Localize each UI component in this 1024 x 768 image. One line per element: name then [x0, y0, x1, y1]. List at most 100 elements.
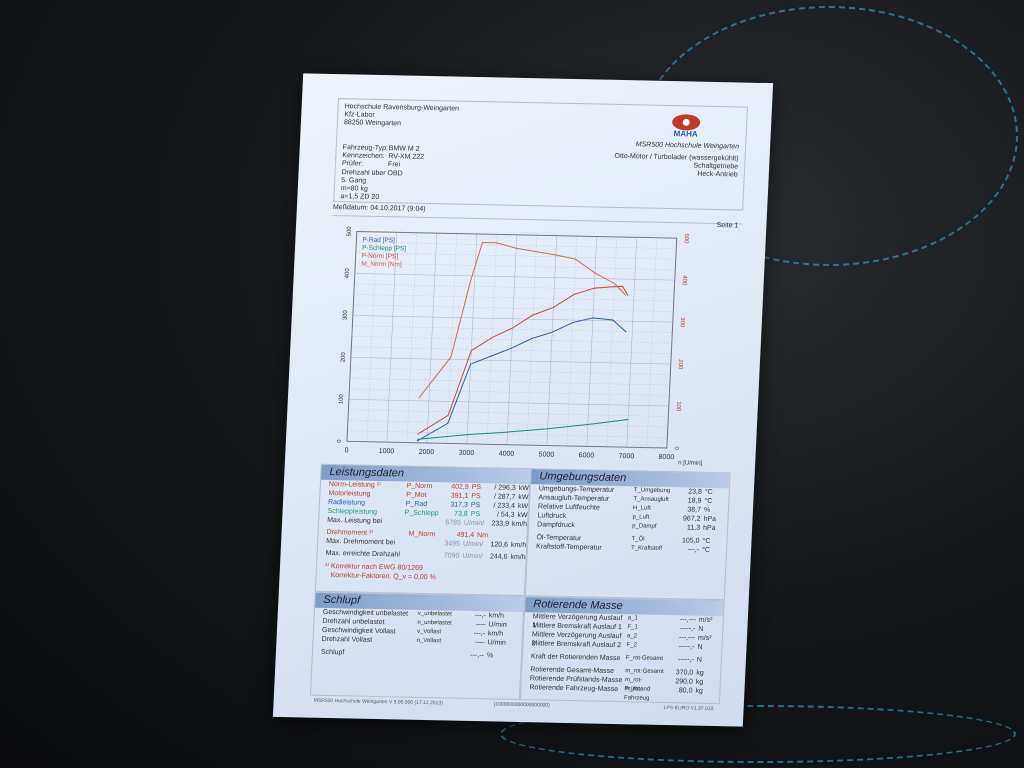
institution-address: Hochschule Ravensburg-Weingarten Kfz-Lab… — [344, 103, 459, 129]
row-unit: PS — [470, 501, 481, 510]
row-unit: kg — [696, 669, 704, 677]
row-label: Kraft der Rotierenden Masse — [530, 653, 621, 663]
legend-entry: M_Norm [Nm] — [361, 261, 402, 269]
row-value: 11,3 — [686, 524, 701, 532]
row-symbol — [400, 538, 432, 548]
measurement-date: Meßdatum: 04.10.2017 (9:04) — [332, 203, 426, 213]
row-label: Max. erreichte Drehzahl — [325, 549, 401, 559]
x-tick-label: 5000 — [538, 451, 554, 458]
row-label: Schlupf — [320, 648, 345, 657]
umgebungsdaten-section: Umgebungsdaten Umgebungs-Temperatur T_Umg… — [524, 468, 731, 601]
row-unit: PS — [470, 510, 481, 519]
row-value: ---,- — [687, 546, 700, 554]
row-unit: PS — [471, 483, 482, 492]
x-tick-label: 6000 — [578, 452, 594, 459]
leistungsdaten-section: Leistungsdaten Norm-Leistung ¹⁾ P_Norm 402… — [314, 463, 531, 597]
grid-line — [347, 420, 668, 428]
grid-line — [353, 294, 674, 302]
row-symbol — [400, 550, 432, 560]
grid-line — [355, 252, 676, 260]
engine-line: Heck-Antrieb — [697, 170, 738, 179]
institution-line: 88250 Weingarten — [343, 119, 402, 128]
row-value: -----,- — [677, 656, 695, 664]
row-label: Dampfdruck — [536, 521, 576, 530]
row-unit: °C — [704, 488, 713, 496]
footer-software-version: MSR500 Hochschule Weingarten V 3.00.000 … — [313, 697, 443, 707]
rotierende-masse-section: Rotierende Masse Mittlere Verzögerung Au… — [519, 596, 725, 705]
x-tick-label: 7000 — [618, 453, 634, 460]
row-unit: m/s² — [697, 634, 712, 642]
row-unit: % — [703, 506, 711, 514]
y-tick-label: 200 — [341, 352, 348, 363]
row-unit: N — [696, 656, 703, 664]
row-unit: °C — [701, 546, 711, 554]
plot-frame — [346, 230, 678, 449]
row-symbol — [401, 517, 433, 527]
row-unit: m/s² — [698, 616, 713, 625]
masse-row: Kraft der Rotierenden Masse F_rot-Gesamt -… — [523, 652, 721, 665]
grid-line — [349, 388, 670, 396]
row-unit: U/min — [488, 621, 507, 629]
grid-line — [352, 315, 673, 323]
series-line-m-norm — [418, 242, 627, 399]
maha-logo: MAHA — [672, 114, 701, 139]
y-right-tick-label: 100 — [675, 401, 682, 412]
row-unit-2: km/h — [511, 520, 528, 529]
grid-line — [486, 234, 497, 445]
legend-entry: P-Rad [PS] — [362, 237, 395, 245]
grid-line — [353, 304, 674, 312]
svg-text:MAHA: MAHA — [673, 129, 698, 138]
leistung-row: Max. erreichte Drehzahl 7090 U/min/244,6 km… — [317, 549, 525, 562]
row-unit: U/min/ — [462, 552, 483, 561]
row-unit: hPa — [703, 515, 717, 524]
header-box: Hochschule Ravensburg-Weingarten Kfz-Lab… — [333, 98, 748, 211]
row-unit: kg — [695, 678, 704, 686]
x-tick-label: 3000 — [458, 450, 474, 457]
row-symbol: F_rot-Gesamt — [625, 655, 664, 662]
row-label: Drehzahl Vollast — [321, 635, 373, 644]
vehicle-info: Fahrzeug-Typ:BMW M 2 Kennzeichen: RV-XM 2… — [342, 144, 425, 170]
row-unit-2: km/h — [510, 553, 526, 562]
grid-line — [426, 233, 437, 444]
row-label: Max. Drehmoment bei — [326, 537, 396, 547]
grid-line — [446, 233, 457, 444]
y-right-tick-label: 400 — [680, 275, 687, 286]
row-symbol: m_rot-Fahrzeug — [623, 686, 650, 702]
grid-line — [356, 241, 677, 249]
series-line-p-schlepp — [417, 418, 629, 440]
grid-line — [348, 409, 669, 417]
row-unit-2: kW — [518, 484, 530, 493]
grid-line — [366, 231, 378, 442]
x-axis-label: n [U/min] — [678, 460, 703, 467]
row-value: 3495 — [444, 540, 461, 548]
row-unit-2: kW — [517, 511, 528, 520]
row-unit: kg — [695, 687, 703, 695]
row-label: Mittlere Bremskraft Auslauf 2 — [531, 640, 622, 650]
row-unit: °C — [702, 537, 711, 545]
row-value: ---,-- — [470, 651, 485, 660]
schlupf-section: Schlupf Geschwindigkeit unbelastet v_unbe… — [309, 591, 525, 701]
legend-entry: P-Schlepp [PS] — [362, 245, 407, 253]
row-unit-2: km/h — [510, 541, 527, 550]
grid-line — [348, 399, 669, 407]
vehicle-value: RV-XM 222 — [388, 153, 425, 161]
row-label: Max. Leistung bei — [327, 516, 383, 526]
row-symbol: F_2 — [626, 642, 638, 649]
grid-line — [351, 336, 672, 344]
row-unit: U/min/ — [463, 519, 485, 528]
grid-line — [606, 236, 617, 447]
grid-line — [350, 367, 671, 375]
vehicle-label: Prüfer: — [341, 160, 364, 168]
vehicle-value: Frei — [387, 161, 401, 169]
grid-line — [626, 237, 637, 448]
lab-name: MSR500 Hochschule Weingarten — [635, 141, 740, 151]
row-unit: N — [698, 625, 704, 633]
y-right-tick-label: 300 — [679, 317, 686, 328]
footer-code: (1000000000000000000) — [493, 701, 550, 709]
y-tick-label: 100 — [339, 393, 346, 404]
row-value: 80,0 — [678, 687, 693, 695]
row-unit: Nm — [476, 532, 489, 540]
row-unit: km/h — [488, 612, 505, 620]
y-right-tick-label: 200 — [677, 359, 684, 370]
y-right-tick-label: 0 — [673, 446, 679, 450]
